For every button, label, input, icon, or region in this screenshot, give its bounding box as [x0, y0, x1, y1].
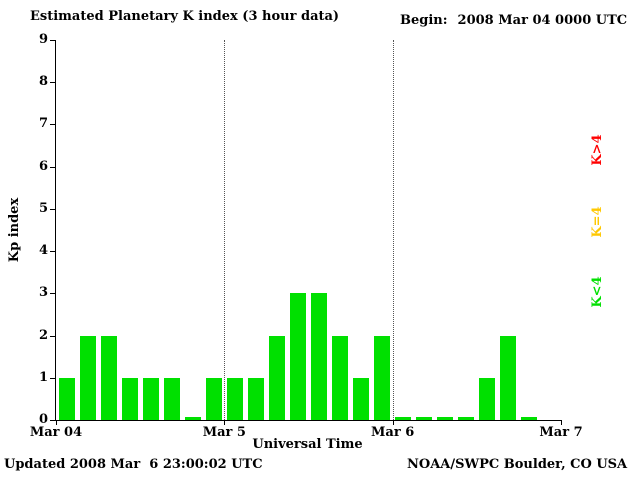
kp-bar — [332, 335, 349, 420]
kp-bar — [226, 377, 243, 420]
x-tick — [392, 420, 394, 425]
kp-bar — [121, 377, 138, 420]
y-tick — [50, 377, 56, 379]
updated-text: Updated 2008 Mar 6 23:00:02 UTC — [4, 457, 263, 472]
y-tick-label: 7 — [38, 116, 48, 132]
kp-bar — [289, 293, 306, 420]
kp-bar — [311, 293, 327, 420]
begin-label: Begin: — [400, 13, 448, 28]
kp-bar — [374, 335, 391, 420]
legend-item: K=4 — [590, 206, 605, 238]
kp-bar — [184, 417, 201, 420]
kp-bar — [142, 377, 159, 420]
y-tick-label: 3 — [38, 285, 48, 301]
x-tick-label: Mar 7 — [539, 425, 583, 440]
begin-value: 2008 Mar 04 0000 UTC — [457, 13, 628, 28]
y-tick — [50, 82, 56, 84]
y-tick-label: 6 — [38, 158, 48, 174]
kp-bar — [58, 377, 75, 420]
begin-block: Begin: 2008 Mar 04 0000 UTC — [400, 13, 627, 28]
plot-area: 0 1 2 3 4 5 6 7 8 9 Mar 04 Mar 5 Mar 6 Mar 7 — [30, 32, 583, 440]
x-axis-label: Universal Time — [252, 437, 363, 452]
x-tick — [56, 420, 57, 425]
y-tick-label: 5 — [38, 200, 48, 216]
kp-bar — [268, 335, 285, 420]
legend-item: K>4 — [590, 134, 605, 166]
y-tick — [50, 208, 56, 210]
kp-bar — [395, 417, 412, 420]
y-tick-label: 8 — [38, 74, 48, 90]
y-tick — [50, 251, 56, 253]
kp-bar — [247, 377, 264, 420]
kp-bar — [500, 335, 517, 420]
y-tick-label: 1 — [38, 369, 48, 385]
x-tick — [224, 420, 226, 425]
legend-item: K<4 — [590, 276, 605, 308]
y-tick-label: 2 — [38, 327, 48, 343]
y-tick — [50, 124, 56, 126]
kp-bar — [479, 377, 496, 420]
x-tick-label: Mar 6 — [371, 425, 415, 440]
x-tick-label: Mar 5 — [202, 425, 246, 440]
day-gridline — [224, 40, 226, 420]
kp-bar — [416, 417, 433, 420]
kp-bar — [163, 377, 180, 420]
kp-bar — [458, 417, 475, 420]
chart-title: Estimated Planetary K index (3 hour data… — [30, 9, 340, 24]
y-axis-label: Kp index — [7, 197, 22, 263]
y-tick — [50, 166, 56, 168]
kp-bar — [205, 377, 222, 420]
kp-bar — [353, 377, 370, 420]
x-tick — [561, 420, 562, 425]
y-tick — [50, 335, 56, 337]
y-tick — [50, 40, 56, 41]
day-gridline — [392, 40, 394, 420]
source-text: NOAA/SWPC Boulder, CO USA — [407, 457, 628, 472]
y-tick-label: 0 — [38, 412, 48, 427]
kp-bar — [521, 417, 538, 420]
kp-bar — [437, 417, 454, 420]
kp-bar — [79, 335, 96, 420]
y-tick-label: 9 — [38, 32, 48, 47]
y-tick — [50, 420, 56, 421]
y-tick — [50, 293, 56, 295]
y-tick-label: 4 — [38, 243, 48, 259]
x-tick-label: Mar 04 — [29, 425, 83, 440]
kp-bar — [100, 335, 117, 420]
